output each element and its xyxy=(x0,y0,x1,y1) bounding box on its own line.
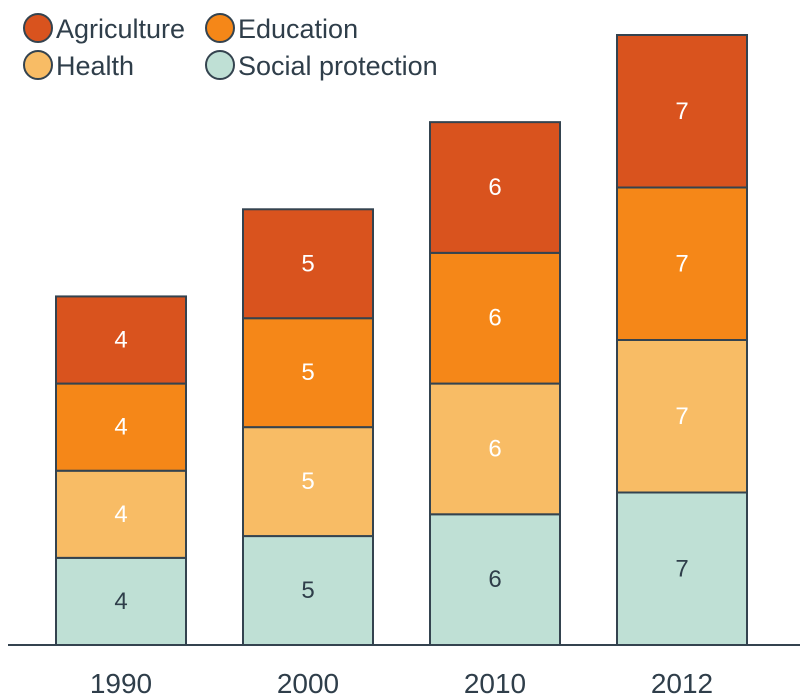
legend: Agriculture Education Health Social protect… xyxy=(23,13,438,81)
x-tick-label-2012: 2012 xyxy=(651,668,713,699)
data-label-agriculture-2010: 6 xyxy=(488,174,501,201)
data-label-agriculture-1990: 4 xyxy=(114,327,127,354)
data-label-agriculture-2012: 7 xyxy=(675,98,688,125)
data-label-education-2012: 7 xyxy=(675,250,688,277)
data-labels: 4 4 4 4 5 5 5 5 6 6 6 6 7 7 7 7 xyxy=(114,98,688,615)
legend-label-health: Health xyxy=(56,51,134,81)
data-label-social-protection-2010: 6 xyxy=(488,566,501,593)
legend-swatch-education xyxy=(205,13,235,43)
data-label-health-2010: 6 xyxy=(488,435,501,462)
bar-health-2000 xyxy=(242,426,374,538)
bar-health-2010 xyxy=(429,382,561,516)
data-label-social-protection-2012: 7 xyxy=(675,555,688,582)
legend-swatch-social-protection xyxy=(205,50,235,80)
bar-agriculture-2010 xyxy=(429,121,561,254)
x-tick-label-2010: 2010 xyxy=(464,668,526,699)
data-label-agriculture-2000: 5 xyxy=(301,250,314,277)
data-label-health-2012: 7 xyxy=(675,403,688,430)
bar-agriculture-2000 xyxy=(242,208,374,320)
legend-label-social-protection: Social protection xyxy=(238,51,438,81)
legend-swatch-agriculture xyxy=(23,13,53,43)
data-label-education-2000: 5 xyxy=(301,359,314,386)
bar-education-2000 xyxy=(242,317,374,429)
legend-label-agriculture: Agriculture xyxy=(56,14,185,44)
bar-health-1990 xyxy=(55,469,187,559)
bars xyxy=(55,34,748,646)
x-axis-ticks: 1990 2000 2010 2012 xyxy=(90,668,713,699)
data-label-education-2010: 6 xyxy=(488,305,501,332)
bar-education-2010 xyxy=(429,251,561,385)
data-label-education-1990: 4 xyxy=(114,414,127,441)
bar-education-2012 xyxy=(616,186,748,341)
legend-swatch-health xyxy=(23,50,53,80)
x-tick-label-1990: 1990 xyxy=(90,668,152,699)
x-tick-label-2000: 2000 xyxy=(277,668,339,699)
data-label-social-protection-1990: 4 xyxy=(114,588,127,615)
data-label-social-protection-2000: 5 xyxy=(301,577,314,604)
data-label-health-2000: 5 xyxy=(301,468,314,495)
bar-social-protection-1990 xyxy=(55,556,187,646)
data-label-health-1990: 4 xyxy=(114,501,127,528)
legend-label-education: Education xyxy=(238,14,358,44)
bar-agriculture-2012 xyxy=(616,34,748,189)
bar-agriculture-1990 xyxy=(55,295,187,385)
